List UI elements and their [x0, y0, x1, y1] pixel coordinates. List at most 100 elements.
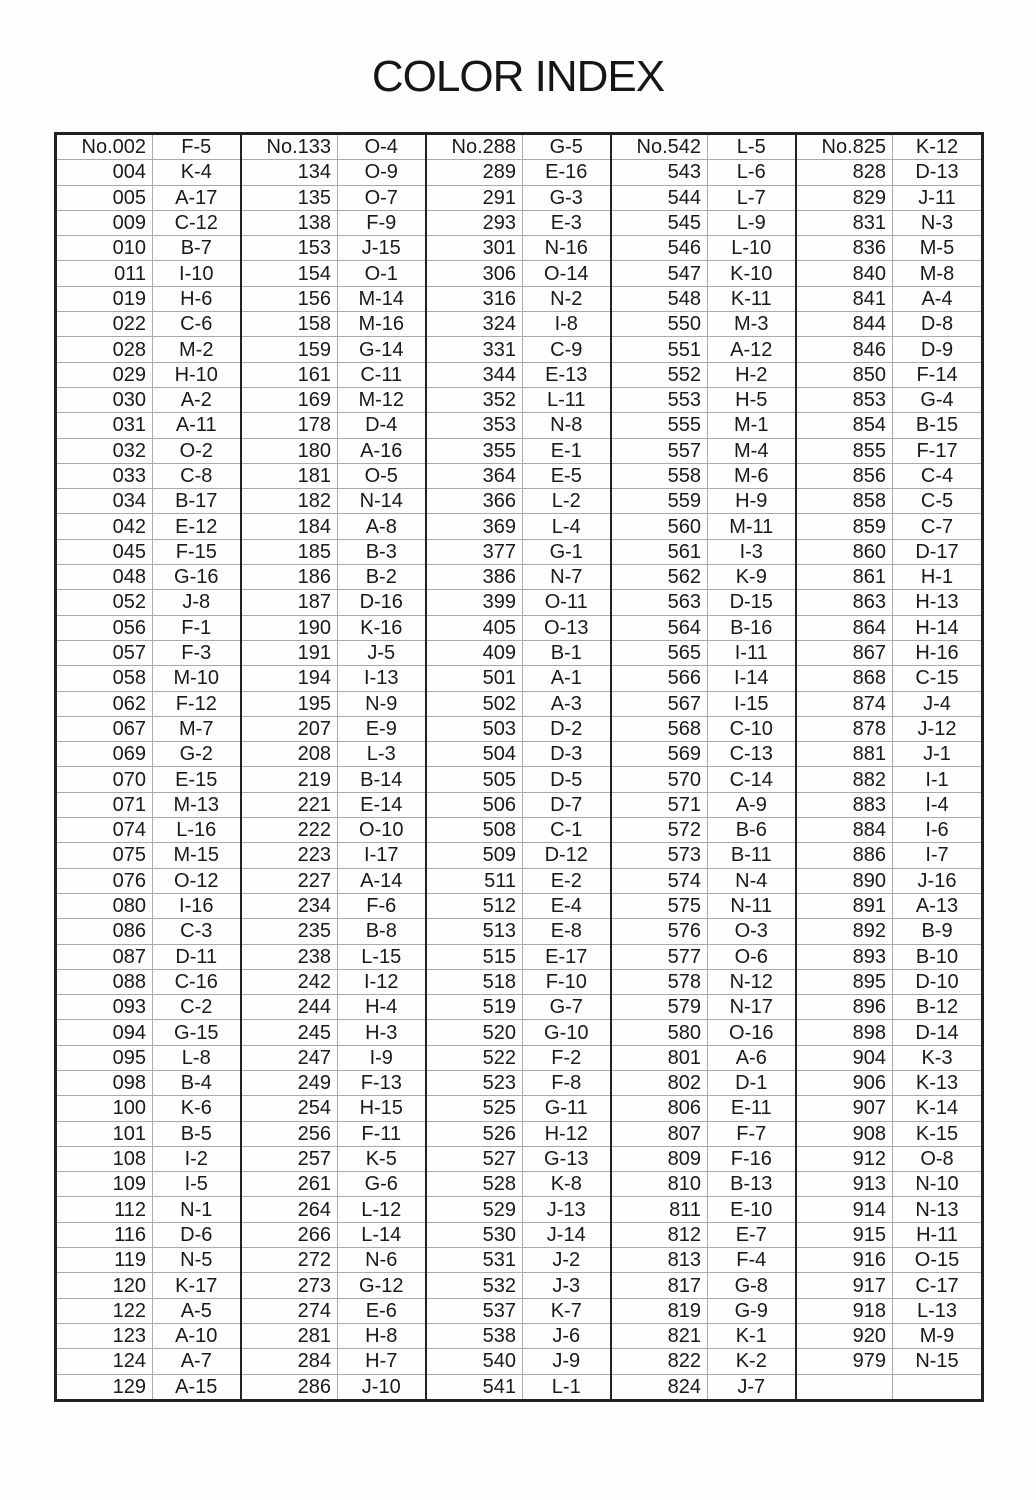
color-code-cell: J-2: [522, 1247, 612, 1274]
color-number-cell: 094: [55, 1019, 153, 1046]
color-code-cell: N-10: [892, 1171, 983, 1198]
color-code-cell: O-14: [522, 260, 612, 287]
color-code-cell: L-9: [707, 210, 797, 237]
table-row: 009 C-12 138 F-9 293 E-3 545 L-9 831 N-3: [55, 210, 983, 237]
color-number-cell: 580: [610, 1019, 708, 1046]
color-number-cell: 575: [610, 893, 708, 920]
color-number-cell: 352: [425, 387, 523, 414]
color-number-cell: 807: [610, 1121, 708, 1147]
color-number-cell: 557: [610, 438, 708, 464]
color-code-cell: F-13: [337, 1070, 427, 1097]
color-code-cell: A-2: [152, 387, 242, 414]
table-row: 062 F-12 195 N-9 502 A-3 567 I-15 874 J-4: [55, 691, 983, 717]
color-code-cell: G-14: [337, 336, 427, 363]
color-code-cell: D-1: [707, 1070, 797, 1097]
color-code-cell: N-14: [337, 488, 427, 515]
color-number-cell: 896: [795, 994, 893, 1021]
color-code-cell: C-4: [892, 463, 983, 490]
color-number-cell: 572: [610, 817, 708, 844]
color-code-cell: B-9: [892, 918, 983, 945]
color-code-cell: M-8: [892, 260, 983, 287]
color-number-cell: 552: [610, 362, 708, 388]
color-number-cell: 801: [610, 1045, 708, 1071]
color-code-cell: J-10: [337, 1374, 427, 1401]
color-number-cell: 904: [795, 1045, 893, 1071]
color-code-cell: B-12: [892, 994, 983, 1021]
color-number-cell: 019: [55, 286, 153, 313]
color-code-cell: F-5: [152, 133, 242, 161]
color-code-cell: H-5: [707, 387, 797, 414]
table-row: 010 B-7 153 J-15 301 N-16 546 L-10 836 M-5: [55, 235, 983, 262]
color-number-cell: 577: [610, 944, 708, 970]
color-number-cell: 555: [610, 412, 708, 439]
color-number-cell: 153: [240, 235, 338, 262]
color-number-cell: 088: [55, 969, 153, 996]
color-number-cell: 194: [240, 665, 338, 692]
color-code-cell: C-14: [707, 766, 797, 793]
color-number-cell: 529: [425, 1196, 523, 1223]
table-row: 120 K-17 273 G-12 532 J-3 817 G-8 917 C-17: [55, 1272, 983, 1299]
color-code-cell: A-1: [522, 665, 612, 692]
color-code-cell: L-3: [337, 741, 427, 768]
color-code-cell: D-2: [522, 716, 612, 743]
color-code-cell: J-13: [522, 1196, 612, 1223]
color-number-cell: 854: [795, 412, 893, 439]
color-number-cell: 868: [795, 665, 893, 692]
color-number-cell: 519: [425, 994, 523, 1021]
table-row: 094 G-15 245 H-3 520 G-10 580 O-16 898 D-14: [55, 1019, 983, 1046]
color-code-cell: A-13: [892, 893, 983, 920]
color-number-cell: 576: [610, 918, 708, 945]
color-number-cell: 135: [240, 185, 338, 211]
color-code-cell: E-2: [522, 868, 612, 894]
color-code-cell: M-14: [337, 286, 427, 313]
color-code-cell: N-15: [892, 1348, 983, 1375]
color-code-cell: E-6: [337, 1298, 427, 1324]
color-number-cell: 070: [55, 766, 153, 793]
color-code-cell: J-5: [337, 640, 427, 667]
color-code-cell: L-13: [892, 1298, 983, 1324]
color-code-cell: E-4: [522, 893, 612, 920]
color-number-cell: 011: [55, 260, 153, 287]
color-number-cell: 836: [795, 235, 893, 262]
color-code-cell: B-3: [337, 539, 427, 566]
color-number-cell: 913: [795, 1171, 893, 1198]
color-code-cell: B-6: [707, 817, 797, 844]
color-code-cell: E-11: [707, 1095, 797, 1122]
color-number-cell: 289: [425, 159, 523, 186]
table-row: 045 F-15 185 B-3 377 G-1 561 I-3 860 D-17: [55, 539, 983, 566]
color-number-cell: 822: [610, 1348, 708, 1375]
table-row: 057 F-3 191 J-5 409 B-1 565 I-11 867 H-16: [55, 640, 983, 667]
color-number-cell: 075: [55, 842, 153, 869]
color-number-cell: 559: [610, 488, 708, 515]
color-number-cell: 274: [240, 1298, 338, 1324]
color-number-cell: 579: [610, 994, 708, 1021]
color-code-cell: B-7: [152, 235, 242, 262]
color-number-cell: 918: [795, 1298, 893, 1324]
color-number-cell: 191: [240, 640, 338, 667]
color-number-cell: 386: [425, 564, 523, 591]
color-number-cell: 272: [240, 1247, 338, 1274]
color-code-cell: L-5: [707, 133, 797, 161]
color-number-cell: 505: [425, 766, 523, 793]
color-code-cell: D-15: [707, 589, 797, 616]
color-code-cell: I-2: [152, 1146, 242, 1173]
color-number-cell: 806: [610, 1095, 708, 1122]
table-row: 011 I-10 154 O-1 306 O-14 547 K-10 840 M-8: [55, 260, 983, 287]
color-code-cell: N-9: [337, 691, 427, 717]
color-code-cell: N-17: [707, 994, 797, 1021]
color-number-cell: 802: [610, 1070, 708, 1097]
color-number-cell: 123: [55, 1323, 153, 1350]
color-code-cell: G-15: [152, 1019, 242, 1046]
color-number-cell: No.542: [610, 133, 708, 161]
color-code-cell: F-12: [152, 691, 242, 717]
color-number-cell: 122: [55, 1298, 153, 1324]
color-code-cell: F-10: [522, 969, 612, 996]
color-code-cell: I-17: [337, 842, 427, 869]
color-number-cell: 855: [795, 438, 893, 464]
color-code-cell: H-15: [337, 1095, 427, 1122]
color-code-cell: N-12: [707, 969, 797, 996]
table-row: 112 N-1 264 L-12 529 J-13 811 E-10 914 N-13: [55, 1196, 983, 1223]
color-code-cell: M-9: [892, 1323, 983, 1350]
color-number-cell: 331: [425, 336, 523, 363]
color-code-cell: M-6: [707, 463, 797, 490]
